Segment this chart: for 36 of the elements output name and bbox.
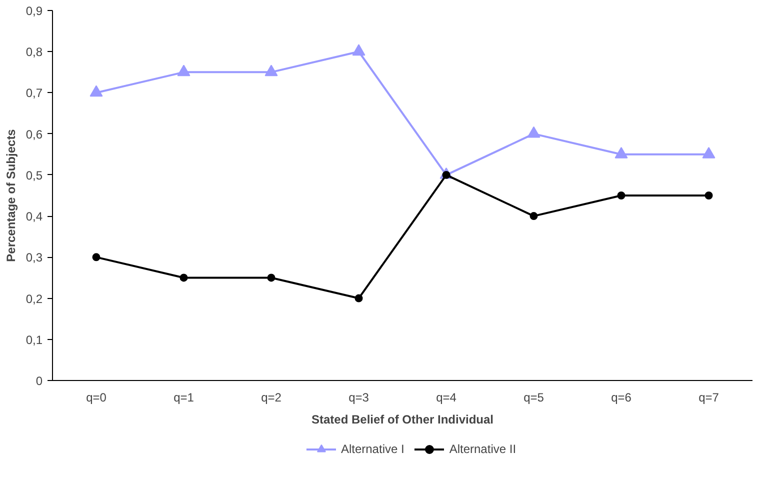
y-tick-label: 0,3 [26, 250, 43, 265]
y-tick-label: 0,2 [26, 292, 43, 306]
point [90, 85, 103, 97]
point [177, 64, 190, 76]
point [92, 253, 100, 262]
y-tick-label: 0,8 [26, 45, 43, 60]
x-axis-title: Stated Belief of Other Individual [311, 412, 494, 426]
point [354, 294, 363, 302]
point [614, 146, 628, 158]
x-tick-label: q=5 [524, 390, 544, 404]
y-tick-label: 0,4 [26, 210, 43, 224]
y-tick-label: 0,1 [26, 332, 43, 347]
x-tick-label: q=2 [261, 390, 282, 404]
point [352, 44, 366, 56]
y-axis-title: Percentage of Subjects [4, 128, 18, 262]
y-tick-label: 0,7 [26, 86, 43, 100]
point [264, 64, 278, 76]
legend-label: Alternative II [449, 442, 516, 456]
x-tick-label: q=0 [86, 390, 107, 404]
legend-label: Alternative I [340, 442, 404, 456]
point [267, 274, 276, 282]
point [704, 192, 713, 200]
point [527, 126, 540, 138]
point [617, 192, 626, 200]
y-tick-label: 0,6 [26, 127, 43, 142]
y-tick-label: 0,5 [26, 168, 43, 182]
x-tick-label: q=1 [174, 390, 194, 404]
x-tick-label: q=7 [698, 390, 720, 404]
point [702, 146, 716, 158]
x-tick-label: q=3 [348, 390, 370, 404]
x-tick-label: q=4 [436, 390, 457, 404]
y-tick-label: 0 [36, 374, 43, 388]
point [530, 212, 538, 220]
point [180, 274, 188, 282]
x-tick-label: q=6 [611, 390, 632, 404]
y-tick-label: 0,9 [26, 4, 43, 18]
